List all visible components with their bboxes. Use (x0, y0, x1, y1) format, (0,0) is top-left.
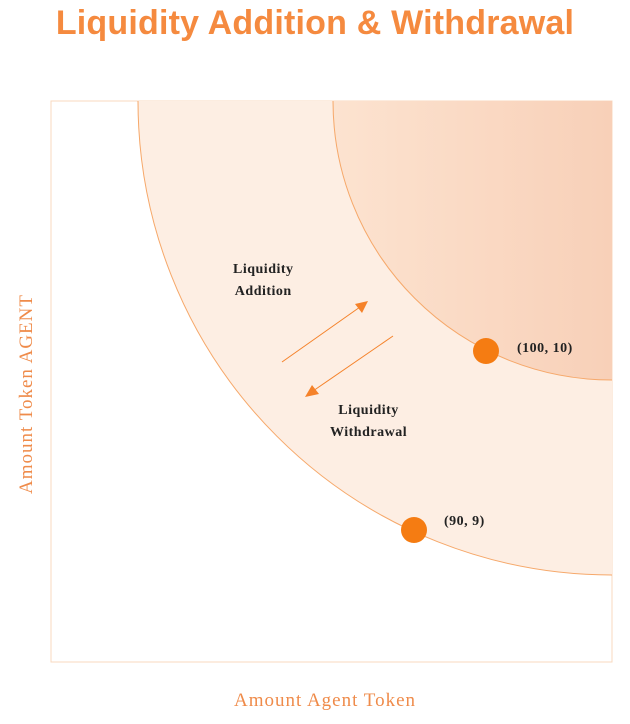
addition-label-line-1: Liquidity (233, 262, 294, 277)
x-axis-label: Amount Agent Token (233, 690, 417, 711)
liquidity-addition-label: Liquidity Addition (233, 259, 294, 303)
withdrawal-label-line-1: Liquidity (338, 403, 399, 418)
inner-liquidity-region (333, 101, 612, 380)
addition-label-line-2: Addition (234, 284, 292, 299)
upper-liquidity-curve (332, 100, 613, 381)
withdrawal-arrow (312, 335, 394, 392)
point-upper-label: (100, 10) (517, 341, 573, 356)
y-axis-label: Amount Token AGENT (16, 294, 37, 494)
point-lower (401, 517, 427, 543)
lower-liquidity-curve (137, 100, 613, 576)
diagram-title: Liquidity Addition & Withdrawal (55, 4, 575, 42)
point-lower-label: (90, 9) (444, 514, 485, 529)
withdrawal-arrowhead (305, 385, 319, 397)
withdrawal-label-line-2: Withdrawal (330, 425, 408, 440)
point-upper (473, 338, 499, 364)
addition-arrowhead (355, 301, 368, 313)
addition-arrow (281, 306, 361, 363)
liquidity-withdrawal-label: Liquidity Withdrawal (330, 400, 407, 444)
